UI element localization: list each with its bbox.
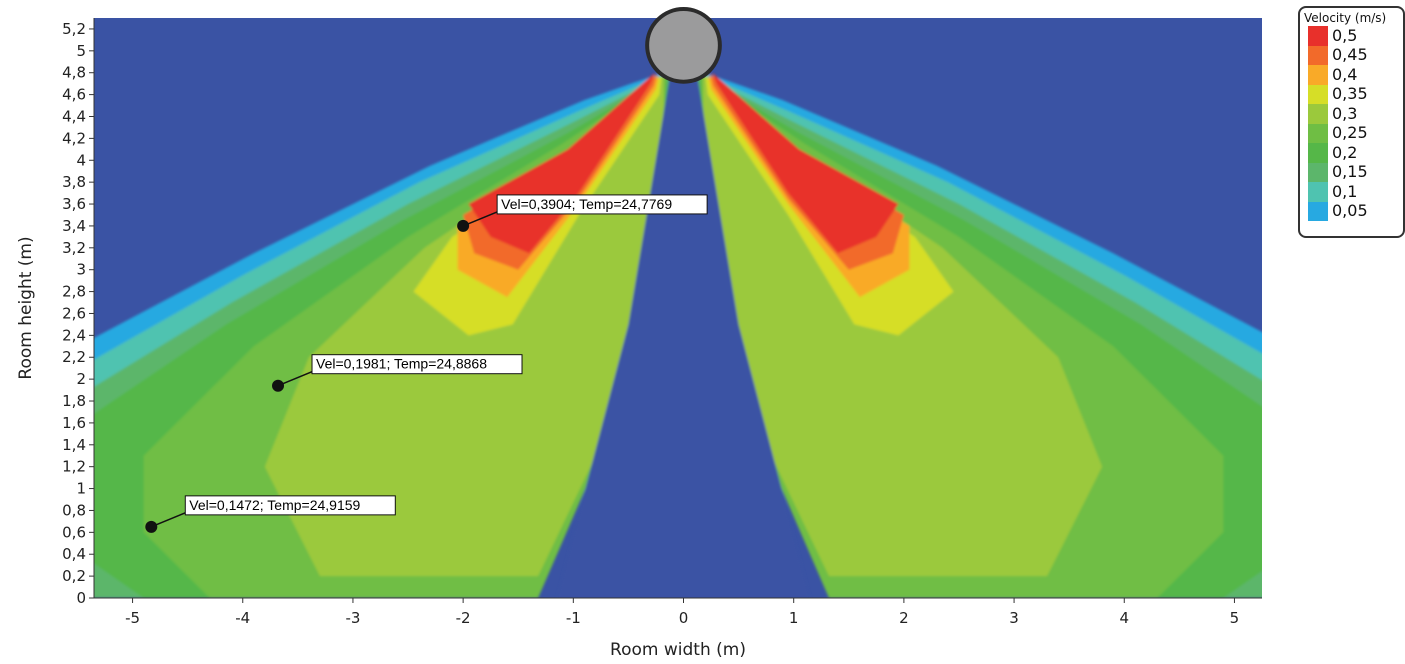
- legend-entry: 0,5: [1300, 26, 1403, 46]
- legend-entry: 0,25: [1300, 123, 1403, 143]
- y-tick-label: 1,8: [62, 392, 86, 410]
- legend-swatch: [1308, 201, 1328, 221]
- probe-leader-line: [462, 211, 498, 227]
- x-tick-label: -3: [345, 609, 360, 627]
- legend-entry: 0,35: [1300, 84, 1403, 104]
- legend-label: 0,05: [1332, 201, 1368, 221]
- y-tick-label: 1,6: [62, 414, 86, 432]
- diffuser-circle: [645, 6, 722, 84]
- legend-title: Velocity (m/s): [1304, 11, 1387, 25]
- y-tick-label: 2,4: [62, 326, 86, 344]
- y-tick-label: 3: [76, 261, 86, 279]
- probe-point: [145, 520, 158, 533]
- velocity-contour-chart: -5 -4 -3 -2 -1 0 1 2 3 4 5 0 0,2 0,4 0,6 0,8 1 1,2 1,4 1,6…: [16, 6, 1262, 660]
- legend-swatch: [1308, 182, 1328, 202]
- probe-annotation: Vel=0,1472; Temp=24,9159: [145, 495, 396, 533]
- legend-label: 0,35: [1332, 84, 1368, 104]
- legend-swatch: [1308, 65, 1328, 85]
- probe-label: Vel=0,1472; Temp=24,9159: [189, 497, 360, 513]
- y-tick-label: 0,2: [62, 567, 86, 585]
- legend-entries: 0,5 0,45 0,4 0,35 0,3 0,25 0,2 0,15 0,1 0,05: [1300, 26, 1403, 221]
- y-tick-label: 1,2: [62, 458, 86, 476]
- velocity-field: [94, 67, 1262, 598]
- legend-entry: 0,4: [1300, 65, 1403, 85]
- probe-label: Vel=0,1981; Temp=24,8868: [316, 356, 487, 372]
- y-tick-label: 2,8: [62, 283, 86, 301]
- legend-entry: 0,05: [1300, 201, 1403, 221]
- x-tick-label: 3: [1009, 609, 1019, 627]
- x-tick-label: 4: [1119, 609, 1129, 627]
- probe-annotation: Vel=0,1981; Temp=24,8868: [272, 354, 523, 392]
- x-tick-label: 1: [789, 609, 799, 627]
- y-tick-label: 0: [76, 589, 86, 607]
- y-tick-label: 4,8: [62, 64, 86, 82]
- legend-swatch: [1308, 104, 1328, 124]
- x-tick-label: -2: [456, 609, 471, 627]
- x-tick-label: -1: [566, 609, 581, 627]
- x-axis-title: Room width (m): [610, 640, 746, 660]
- probe-leader-line: [277, 371, 313, 387]
- legend-entry: 0,2: [1300, 143, 1403, 163]
- y-axis-title: Room height (m): [16, 236, 36, 379]
- x-tick-label: 2: [899, 609, 909, 627]
- y-tick-label: 0,4: [62, 545, 86, 563]
- y-tick-label: 1,4: [62, 436, 86, 454]
- probe-leader-line: [151, 512, 186, 528]
- legend-swatch: [1308, 84, 1328, 104]
- legend-swatch: [1308, 143, 1328, 163]
- x-tick-label: -4: [235, 609, 250, 627]
- probe-annotations: Vel=0,3904; Temp=24,7769 Vel=0,1981; Temp…: [145, 194, 708, 533]
- legend-swatch: [1308, 162, 1328, 182]
- x-tick-label: 0: [679, 609, 689, 627]
- y-tick-label: 4,4: [62, 107, 86, 125]
- y-tick-label: 0,6: [62, 523, 86, 541]
- y-tick-label: 4,2: [62, 129, 86, 147]
- y-tick-label: 3,8: [62, 173, 86, 191]
- legend-label: 0,2: [1332, 142, 1358, 162]
- y-tick-label: 0,8: [62, 501, 86, 519]
- legend-swatch: [1308, 26, 1328, 46]
- probe-point: [272, 379, 285, 392]
- y-tick-label: 3,2: [62, 239, 86, 257]
- y-tick-label: 4,6: [62, 86, 86, 104]
- plot-area: [94, 18, 1262, 598]
- legend-entry: 0,45: [1300, 45, 1403, 65]
- probe-label-box: [311, 354, 523, 375]
- y-tick-label: 5: [76, 42, 86, 60]
- legend-label: 0,1: [1332, 181, 1358, 201]
- legend-label: 0,15: [1332, 162, 1368, 182]
- y-tick-label: 5,2: [62, 20, 86, 38]
- y-tick-label: 2,2: [62, 348, 86, 366]
- legend-swatch: [1308, 45, 1328, 65]
- y-tick-label: 4: [76, 151, 86, 169]
- legend-label: 0,3: [1332, 103, 1358, 123]
- legend-entry: 0,3: [1300, 104, 1403, 124]
- y-tick-label: 3,4: [62, 217, 86, 235]
- x-tick-label: 5: [1230, 609, 1240, 627]
- central-still-zone: [556, 72, 811, 598]
- legend-label: 0,4: [1332, 64, 1358, 84]
- y-ticks: 0 0,2 0,4 0,6 0,8 1 1,2 1,4 1,6 1,8 2 2,2 2,4 2,6 2,8 3…: [62, 20, 94, 607]
- legend-entry: 0,1: [1300, 182, 1403, 202]
- x-tick-label: -5: [125, 609, 140, 627]
- x-ticks: -5 -4 -3 -2 -1 0 1 2 3 4 5: [125, 598, 1239, 627]
- axes: [93, 18, 1262, 599]
- y-tick-label: 1: [76, 480, 86, 498]
- probe-point: [457, 219, 470, 232]
- probe-label: Vel=0,3904; Temp=24,7769: [501, 196, 672, 212]
- band-050-right: [712, 72, 899, 254]
- air-source: [645, 6, 722, 84]
- velocity-legend: Velocity (m/s) 0,5 0,45 0,4 0,35 0,3 0,25 0,2 0…: [1298, 6, 1405, 238]
- y-tick-label: 2: [76, 370, 86, 388]
- legend-swatch: [1308, 123, 1328, 143]
- probe-annotation: Vel=0,3904; Temp=24,7769: [457, 194, 708, 232]
- probe-label-box: [184, 495, 396, 516]
- legend-label: 0,45: [1332, 45, 1368, 65]
- legend-label: 0,5: [1332, 25, 1358, 45]
- legend-entry: 0,15: [1300, 162, 1403, 182]
- legend-label: 0,25: [1332, 123, 1368, 143]
- y-tick-label: 2,6: [62, 304, 86, 322]
- y-tick-label: 3,6: [62, 195, 86, 213]
- probe-label-box: [496, 194, 708, 215]
